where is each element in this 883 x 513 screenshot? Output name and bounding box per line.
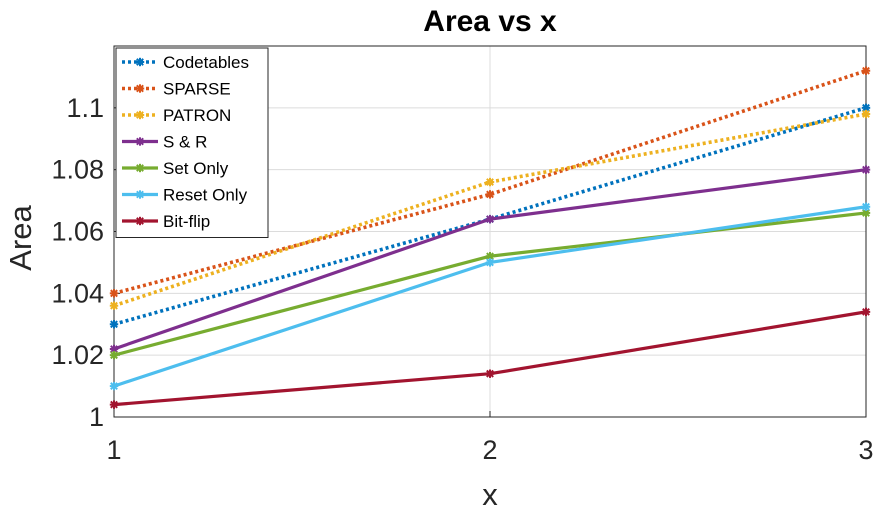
series-set-only xyxy=(109,208,871,360)
series-bit-flip xyxy=(109,307,871,409)
legend-entry-bit-flip: Bit-flip xyxy=(122,212,210,231)
data-point-patron xyxy=(861,109,871,119)
data-point-patron xyxy=(109,301,119,310)
legend-label: Codetables xyxy=(163,53,249,72)
legend-entry-codetables: Codetables xyxy=(122,53,249,72)
series-reset-only xyxy=(109,202,871,391)
y-tick-label: 1.1 xyxy=(66,93,104,123)
series-group xyxy=(109,66,871,409)
legend-label: PATRON xyxy=(163,106,231,125)
legend-marker xyxy=(135,137,145,146)
legend-label: SPARSE xyxy=(163,80,231,99)
legend-marker xyxy=(135,110,145,120)
legend-entry-set-only: Set Only xyxy=(122,159,229,178)
data-point-bit-flip xyxy=(485,369,495,378)
y-axis-label: Area xyxy=(3,205,38,271)
tick-labels: 1 2 3 1 1.02 1.04 1.06 1.08 1.1 xyxy=(51,93,873,465)
legend-marker xyxy=(135,84,145,93)
data-point-reset-only xyxy=(109,381,119,391)
data-point-patron xyxy=(485,177,495,187)
legend-entry-reset-only: Reset Only xyxy=(122,186,248,205)
x-tick-label: 3 xyxy=(858,435,873,465)
legend-marker xyxy=(135,57,145,67)
legend-marker xyxy=(135,190,145,199)
chart-title: Area vs x xyxy=(423,5,557,38)
x-tick-label: 1 xyxy=(106,435,121,465)
legend-label: Set Only xyxy=(163,159,229,178)
legend: Codetables SPARSE PATRON S & R Set Only Reset… xyxy=(115,47,269,238)
x-tick-label: 2 xyxy=(482,435,497,465)
data-point-set-only xyxy=(109,350,119,360)
legend-label: Reset Only xyxy=(163,186,248,205)
data-point-bit-flip xyxy=(109,400,119,409)
data-point-sparse xyxy=(109,289,119,298)
legend-marker xyxy=(135,216,145,226)
data-point-s-r xyxy=(861,165,871,174)
data-point-reset-only xyxy=(485,258,495,267)
series-s-r xyxy=(109,165,871,354)
legend-entry-sparse: SPARSE xyxy=(122,80,231,99)
series-patron xyxy=(109,109,871,310)
legend-label: S & R xyxy=(163,133,207,152)
y-tick-label: 1 xyxy=(89,402,104,432)
data-point-codetables xyxy=(109,320,119,329)
data-point-sparse xyxy=(485,190,495,199)
y-tick-label: 1.02 xyxy=(51,340,104,370)
data-point-codetables xyxy=(861,103,871,113)
data-point-s-r xyxy=(485,214,495,224)
y-tick-label: 1.06 xyxy=(51,217,104,247)
x-axis-label: x xyxy=(482,477,498,512)
data-point-reset-only xyxy=(861,202,871,211)
data-point-bit-flip xyxy=(861,307,871,317)
series-sparse xyxy=(109,66,871,298)
series-line-patron xyxy=(113,112,867,308)
y-tick-label: 1.08 xyxy=(51,155,104,185)
y-tick-label: 1.04 xyxy=(51,278,104,308)
legend-marker xyxy=(135,163,145,173)
data-point-set-only xyxy=(485,252,495,261)
legend-entry-s-r: S & R xyxy=(122,133,207,152)
legend-entry-patron: PATRON xyxy=(122,106,231,125)
data-point-sparse xyxy=(861,66,871,75)
legend-label: Bit-flip xyxy=(163,212,210,231)
